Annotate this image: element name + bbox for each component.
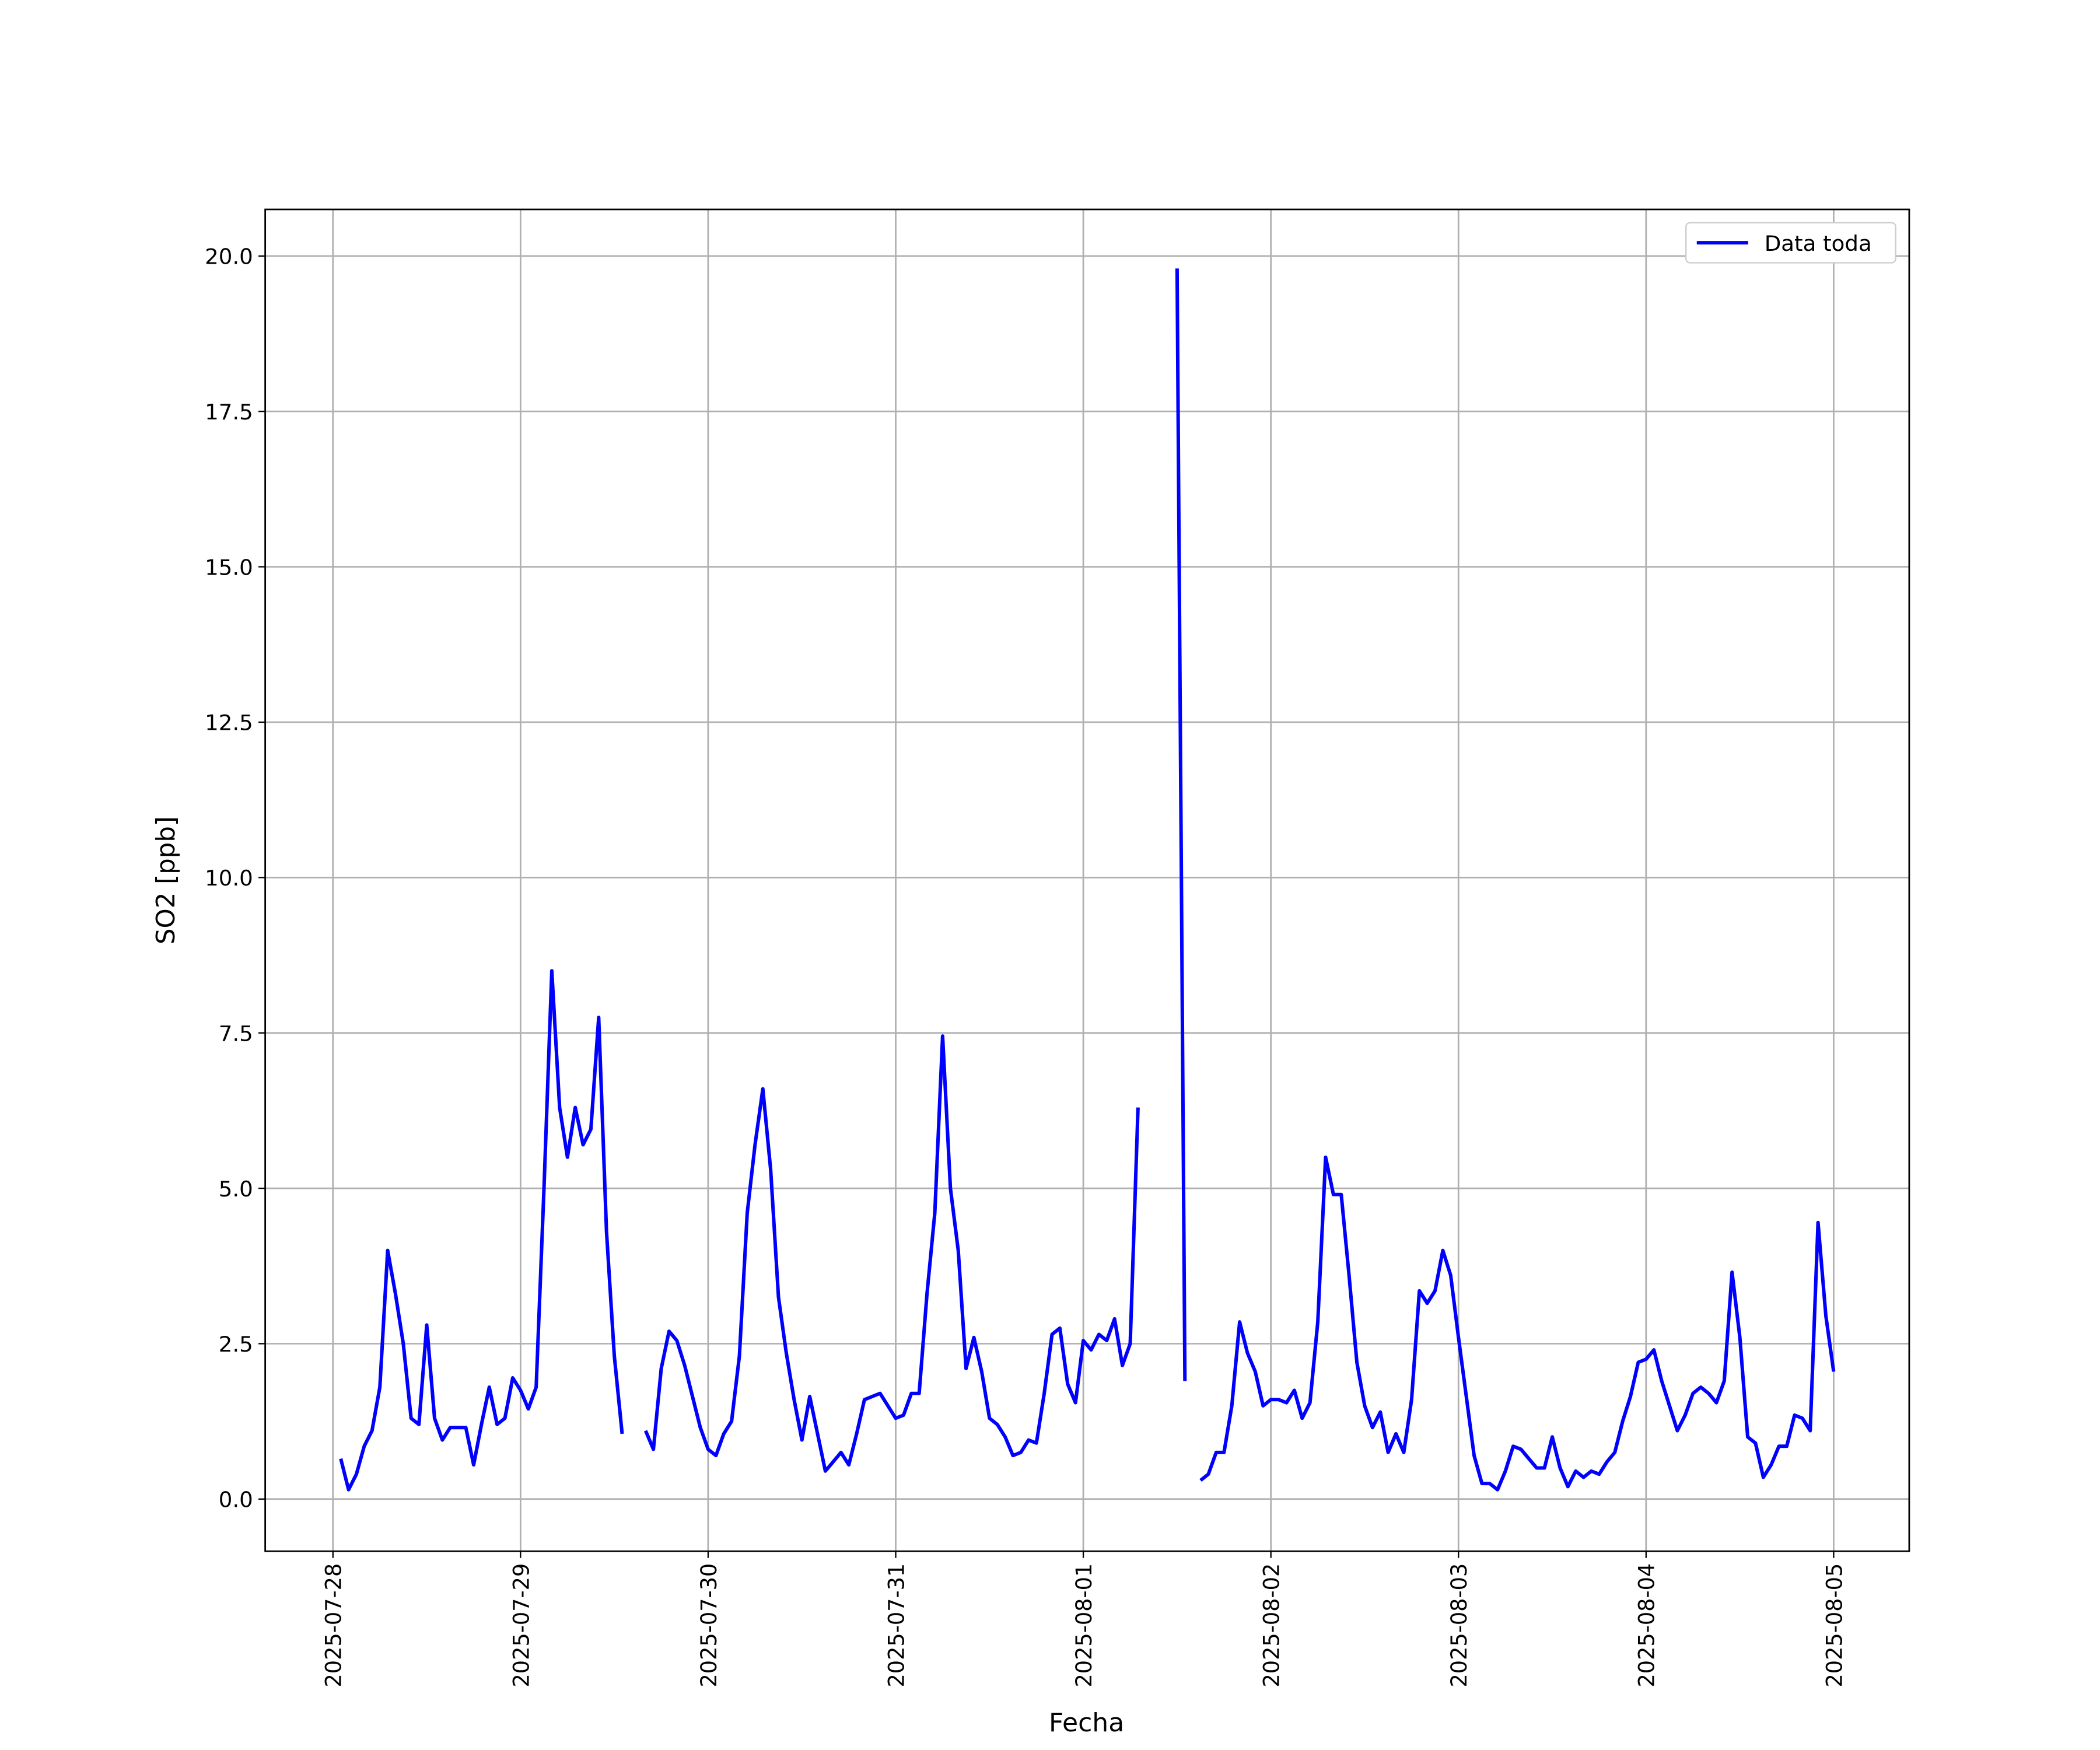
legend-box bbox=[1685, 222, 1896, 264]
y-tick-label: 0.0 bbox=[219, 1488, 253, 1513]
y-tick-label: 10.0 bbox=[205, 866, 253, 891]
x-tick-label: 2025-08-03 bbox=[1447, 1563, 1472, 1688]
y-tick-label: 7.5 bbox=[219, 1021, 253, 1046]
x-tick-label: 2025-08-04 bbox=[1634, 1563, 1660, 1688]
plot-frame bbox=[264, 208, 1910, 1552]
x-tick-label: 2025-08-01 bbox=[1072, 1563, 1097, 1688]
y-tick-label: 2.5 bbox=[219, 1332, 253, 1357]
x-tick-label: 2025-07-29 bbox=[509, 1563, 534, 1688]
x-tick-label: 2025-07-31 bbox=[884, 1563, 909, 1688]
y-tick-label: 5.0 bbox=[219, 1177, 253, 1202]
legend: Data toda bbox=[1685, 222, 1896, 264]
y-tick-label: 17.5 bbox=[205, 400, 253, 425]
x-tick-label: 2025-07-28 bbox=[321, 1563, 346, 1688]
y-tick-label: 12.5 bbox=[205, 710, 253, 736]
data-line bbox=[339, 969, 624, 1492]
legend-label: Data toda bbox=[1765, 231, 1872, 256]
y-tick-label: 20.0 bbox=[205, 244, 253, 270]
x-tick-label: 2025-07-30 bbox=[696, 1563, 722, 1688]
x-tick-label: 2025-08-05 bbox=[1822, 1563, 1847, 1688]
data-line bbox=[643, 1034, 1140, 1473]
x-tick-label: 2025-08-02 bbox=[1259, 1563, 1284, 1688]
x-axis-label: Fecha bbox=[1049, 1708, 1124, 1738]
data-line bbox=[1199, 1155, 1836, 1492]
data-line bbox=[1175, 268, 1187, 1381]
y-tick-label: 15.0 bbox=[205, 555, 253, 580]
y-axis-label: SO2 [ppb] bbox=[151, 816, 181, 944]
